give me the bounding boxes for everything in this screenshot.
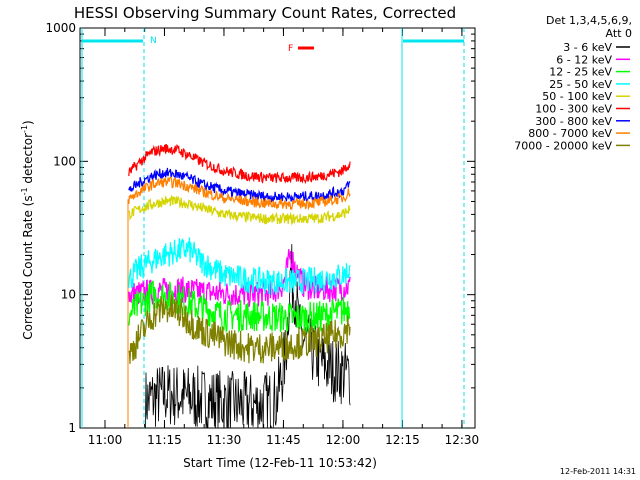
y-tick-label: 100 bbox=[53, 154, 76, 168]
series-line-7 bbox=[128, 176, 351, 211]
x-tick-label: 11:15 bbox=[147, 433, 182, 447]
series-line-2 bbox=[128, 280, 351, 334]
x-tick-label: 11:45 bbox=[266, 433, 301, 447]
x-axis-label: Start Time (12-Feb-11 10:53:42) bbox=[183, 456, 377, 470]
y-axis-label-part1: Corrected Count Rate (s bbox=[21, 195, 35, 339]
legend-entry-label: 6 - 12 keV bbox=[556, 53, 612, 66]
x-tick-label: 12:00 bbox=[326, 433, 361, 447]
series-line-5 bbox=[128, 144, 351, 185]
timestamp: 12-Feb-2011 14:31 bbox=[560, 467, 636, 476]
legend-entry-label: 300 - 800 keV bbox=[535, 115, 612, 128]
y-tick-label: 10 bbox=[61, 288, 76, 302]
series-line-3 bbox=[128, 237, 351, 296]
flare-label: F bbox=[288, 44, 293, 54]
series-line-4 bbox=[128, 194, 351, 226]
legend-entry-label: 12 - 25 keV bbox=[549, 66, 612, 79]
legend-entry-label: 50 - 100 keV bbox=[542, 90, 612, 103]
y-axis-label-exp1: -1 bbox=[20, 187, 29, 195]
legend-header-line2: Att 0 bbox=[606, 27, 632, 40]
y-axis-label-part2: detector bbox=[21, 133, 35, 188]
series-line-8 bbox=[128, 294, 351, 364]
legend-entry-label: 7000 - 20000 keV bbox=[514, 139, 612, 152]
plot-frame bbox=[79, 27, 476, 429]
y-tick-label: 1000 bbox=[45, 21, 76, 35]
x-tick-label: 12:30 bbox=[445, 433, 480, 447]
y-axis-label: Corrected Count Rate (s-1 detector-1) bbox=[20, 120, 35, 339]
y-axis-label-part3: ) bbox=[21, 120, 35, 125]
x-tick-label: 12:15 bbox=[385, 433, 420, 447]
chart-title: HESSI Observing Summary Count Rates, Cor… bbox=[74, 4, 456, 22]
legend-header-line1: Det 1,3,4,5,6,9, bbox=[546, 14, 632, 27]
legend-entry-label: 800 - 7000 keV bbox=[528, 127, 612, 140]
legend-entry-label: 25 - 50 keV bbox=[549, 78, 612, 91]
plot-area: 1 10 100 1000 11:00 11:15 11:30 11:45 12:00 12:15… bbox=[45, 21, 479, 447]
x-tick-label: 11:30 bbox=[207, 433, 242, 447]
y-tick-label: 1 bbox=[68, 421, 76, 435]
y-axis-label-exp2: -1 bbox=[20, 125, 29, 133]
legend-entry-label: 100 - 300 keV bbox=[535, 103, 612, 116]
night-label: N bbox=[150, 36, 157, 46]
legend-entry-label: 3 - 6 keV bbox=[563, 41, 612, 54]
x-tick-label: 11:00 bbox=[88, 433, 123, 447]
